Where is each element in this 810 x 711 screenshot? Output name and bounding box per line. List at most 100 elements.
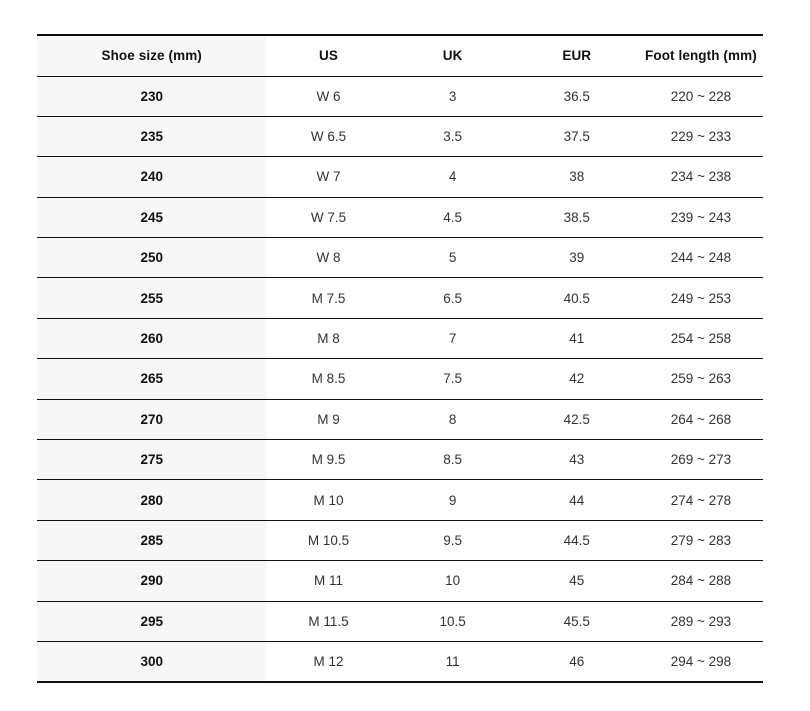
- table-header: Shoe size (mm) US UK EUR Foot length (mm…: [37, 35, 763, 77]
- table-row: 230 W 6 3 36.5 220 ~ 228: [37, 76, 763, 117]
- cell-us: M 11: [266, 560, 391, 602]
- cell-uk: 9: [390, 479, 515, 521]
- shoe-size-conversion-table: Shoe size (mm) US UK EUR Foot length (mm…: [37, 34, 763, 683]
- cell-eur: 43: [514, 439, 639, 481]
- cell-uk: 4: [390, 156, 515, 198]
- cell-foot-length: 259 ~ 263: [638, 358, 763, 400]
- table-row: 240 W 7 4 38 234 ~ 238: [37, 156, 763, 198]
- cell-shoe-size: 250: [37, 237, 267, 279]
- column-header-shoe-size: Shoe size (mm): [37, 35, 267, 77]
- cell-uk: 6.5: [390, 277, 515, 319]
- cell-shoe-size: 260: [37, 318, 267, 360]
- cell-eur: 46: [569, 653, 585, 669]
- cell-us: M 8: [266, 318, 391, 360]
- cell-us: M 9: [266, 399, 391, 441]
- cell-eur: 37.5: [514, 116, 639, 158]
- cell-shoe-size: 300: [37, 641, 267, 682]
- cell-shoe-size: 290: [37, 560, 267, 602]
- table-row: 290 M 11 10 45 284 ~ 288: [37, 560, 763, 602]
- cell-us: M 9.5: [266, 439, 391, 481]
- cell-us: M 7.5: [266, 277, 391, 319]
- cell-shoe-size: 255: [37, 277, 267, 319]
- cell-foot-length: 264 ~ 268: [638, 399, 763, 441]
- table-row: 275 M 9.5 8.5 43 269 ~ 273: [37, 439, 763, 481]
- cell-foot-length: 244 ~ 248: [638, 237, 763, 279]
- cell-foot-length: 274 ~ 278: [638, 479, 763, 521]
- cell-eur: 39: [514, 237, 639, 279]
- cell-foot-length: 220 ~ 228: [638, 76, 763, 117]
- cell-shoe-size: 280: [37, 479, 267, 521]
- table-row: 260 M 8 7 41 254 ~ 258: [37, 318, 763, 360]
- cell-us: W 8: [266, 237, 391, 279]
- cell-foot-length: 279 ~ 283: [638, 520, 763, 562]
- cell-foot-length: 269 ~ 273: [638, 439, 763, 481]
- cell-foot-length: 249 ~ 253: [638, 277, 763, 319]
- cell-shoe-size: 230: [37, 76, 267, 117]
- cell-eur: 45: [514, 560, 639, 602]
- cell-us: M 11.5: [266, 601, 391, 642]
- table-row: 245 W 7.5 4.5 38.5 239 ~ 243: [37, 197, 763, 239]
- column-header-foot-length: Foot length (mm): [638, 35, 763, 77]
- table-row: 255 M 7.5 6.5 40.5 249 ~ 253: [37, 277, 763, 319]
- cell-uk: 3.5: [390, 116, 515, 158]
- cell-us: M 10.5: [266, 520, 391, 562]
- cell-uk: 7.5: [390, 358, 515, 400]
- table-row: 265 M 8.5 7.5 42 259 ~ 263: [37, 358, 763, 400]
- cell-eur: 45.5: [514, 601, 639, 642]
- cell-eur: 36.5: [514, 76, 639, 117]
- cell-uk: 7: [390, 318, 515, 360]
- cell-us: M 10: [266, 479, 391, 521]
- shoe-size-conversion-table-container: Shoe size (mm) US UK EUR Foot length (mm…: [37, 34, 763, 683]
- cell-us: W 6.5: [266, 116, 391, 158]
- cell-uk: 11: [445, 653, 460, 669]
- cell-us: W 6: [266, 76, 391, 117]
- column-header-us: US: [266, 35, 391, 77]
- cell-shoe-size: 265: [37, 358, 267, 400]
- cell-eur: 42.5: [514, 399, 639, 441]
- cell-uk: 8.5: [390, 439, 515, 481]
- cell-foot-length: 284 ~ 288: [638, 560, 763, 602]
- table-header-row: Shoe size (mm) US UK EUR Foot length (mm…: [37, 35, 763, 77]
- table-row: 285 M 10.5 9.5 44.5 279 ~ 283: [37, 520, 763, 562]
- cell-shoe-size: 285: [37, 520, 267, 562]
- cell-uk: 10.5: [390, 601, 515, 642]
- cell-uk: 3: [390, 76, 515, 117]
- cell-eur: 44: [514, 479, 639, 521]
- cell-uk: 4.5: [390, 197, 515, 239]
- table-row: 295 M 11.5 10.5 45.5 289 ~ 293: [37, 601, 763, 642]
- cell-eur: 38.5: [514, 197, 639, 239]
- cell-shoe-size: 295: [37, 601, 267, 642]
- column-header-eur: EUR: [514, 35, 639, 77]
- cell-eur: 42: [514, 358, 639, 400]
- cell-shoe-size: 240: [37, 156, 267, 198]
- cell-foot-length: 254 ~ 258: [638, 318, 763, 360]
- cell-eur: 41: [514, 318, 639, 360]
- cell-us: W 7: [266, 156, 391, 198]
- cell-foot-length: 294 ~ 298: [670, 653, 732, 669]
- cell-eur: 44.5: [514, 520, 639, 562]
- cell-us: W 7.5: [266, 197, 391, 239]
- cell-shoe-size: 275: [37, 439, 267, 481]
- column-header-uk: UK: [390, 35, 515, 77]
- table-row: 300 M 12 11 46 294 ~ 298: [37, 641, 763, 682]
- cell-eur: 38: [514, 156, 639, 198]
- cell-shoe-size: 245: [37, 197, 267, 239]
- cell-uk: 8: [390, 399, 515, 441]
- cell-shoe-size: 235: [37, 116, 267, 158]
- cell-eur: 40.5: [514, 277, 639, 319]
- cell-foot-length: 234 ~ 238: [638, 156, 763, 198]
- cell-foot-length: 239 ~ 243: [638, 197, 763, 239]
- cell-foot-length: 229 ~ 233: [638, 116, 763, 158]
- table-row: 280 M 10 9 44 274 ~ 278: [37, 479, 763, 521]
- cell-foot-length: 289 ~ 293: [638, 601, 763, 642]
- cell-uk: 5: [390, 237, 515, 279]
- cell-us: M 12: [313, 653, 344, 669]
- cell-uk: 9.5: [390, 520, 515, 562]
- cell-shoe-size: 270: [37, 399, 267, 441]
- table-row: 250 W 8 5 39 244 ~ 248: [37, 237, 763, 279]
- table-row: 270 M 9 8 42.5 264 ~ 268: [37, 399, 763, 441]
- cell-us: M 8.5: [266, 358, 391, 400]
- cell-uk: 10: [390, 560, 515, 602]
- table-body: 230 W 6 3 36.5 220 ~ 228 235 W 6.5 3.5 37.5 229 ~…: [37, 76, 763, 682]
- table-row: 235 W 6.5 3.5 37.5 229 ~ 233: [37, 116, 763, 158]
